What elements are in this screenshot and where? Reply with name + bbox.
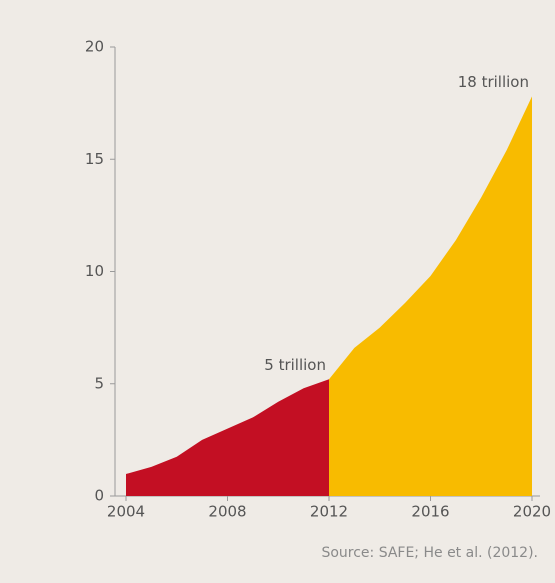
y-tick-label: 15 (85, 150, 104, 168)
y-tick-label: 10 (85, 262, 104, 280)
x-tick-label: 2008 (208, 503, 246, 521)
y-tick-label: 5 (94, 374, 104, 392)
y-tick-label: 0 (94, 487, 104, 505)
area (329, 96, 532, 496)
x-tick-label: 2016 (411, 503, 449, 521)
x-tick-label: 2012 (310, 503, 348, 521)
data-label: 5 trillion (264, 356, 326, 374)
x-tick-label: 2004 (107, 503, 145, 521)
y-tick-label: 20 (85, 38, 104, 56)
source-note: Source: SAFE; He et al. (2012). (321, 545, 538, 561)
area (126, 379, 329, 496)
data-label: 18 trillion (458, 73, 529, 91)
x-tick-label: 2020 (513, 503, 551, 521)
